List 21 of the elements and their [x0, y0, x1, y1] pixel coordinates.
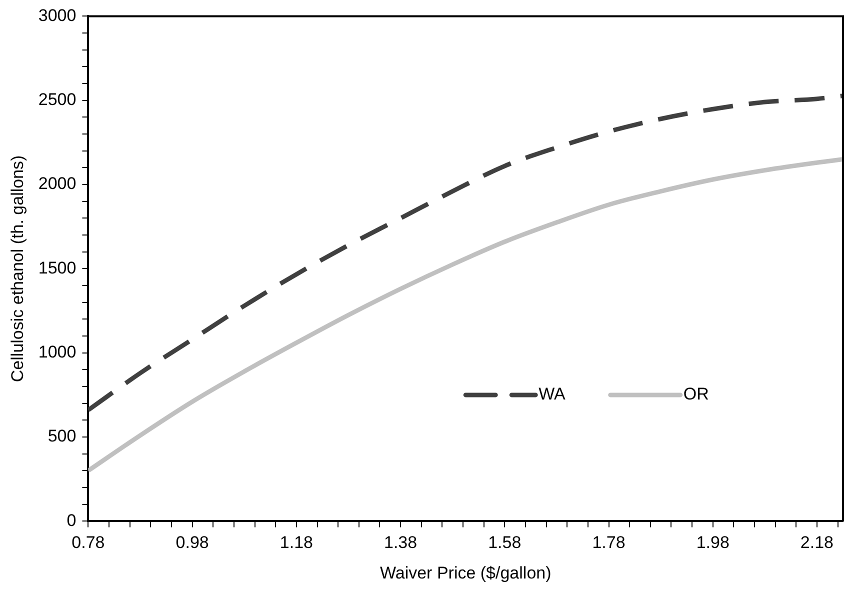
y-tick-label: 0 — [66, 510, 76, 530]
line-series — [88, 157, 843, 473]
legend-label: OR — [683, 384, 709, 404]
x-tick-label: 0.78 — [72, 533, 105, 552]
x-tick-label: 1.18 — [280, 533, 313, 552]
x-tick-label: 1.58 — [488, 533, 522, 552]
y-axis-title: Cellulosic ethanol (th. gallons) — [8, 155, 27, 382]
x-tick-label: 2.18 — [800, 533, 834, 552]
y-tick-label: 1000 — [38, 342, 76, 362]
x-axis-title: Waiver Price ($/gallon) — [380, 563, 552, 582]
x-tick-label: 1.38 — [384, 533, 418, 552]
y-tick-label: 2500 — [38, 90, 76, 110]
y-tick-label: 1500 — [38, 258, 76, 278]
line-series — [88, 94, 843, 412]
x-tick-label: 0.98 — [176, 533, 209, 552]
x-tick-label: 1.78 — [592, 533, 626, 552]
y-tick-label: 500 — [48, 426, 76, 446]
legend-label: WA — [538, 384, 566, 404]
y-tick-label: 2000 — [38, 174, 76, 194]
x-tick-label: 1.98 — [696, 533, 730, 552]
y-tick-label: 3000 — [38, 6, 76, 25]
